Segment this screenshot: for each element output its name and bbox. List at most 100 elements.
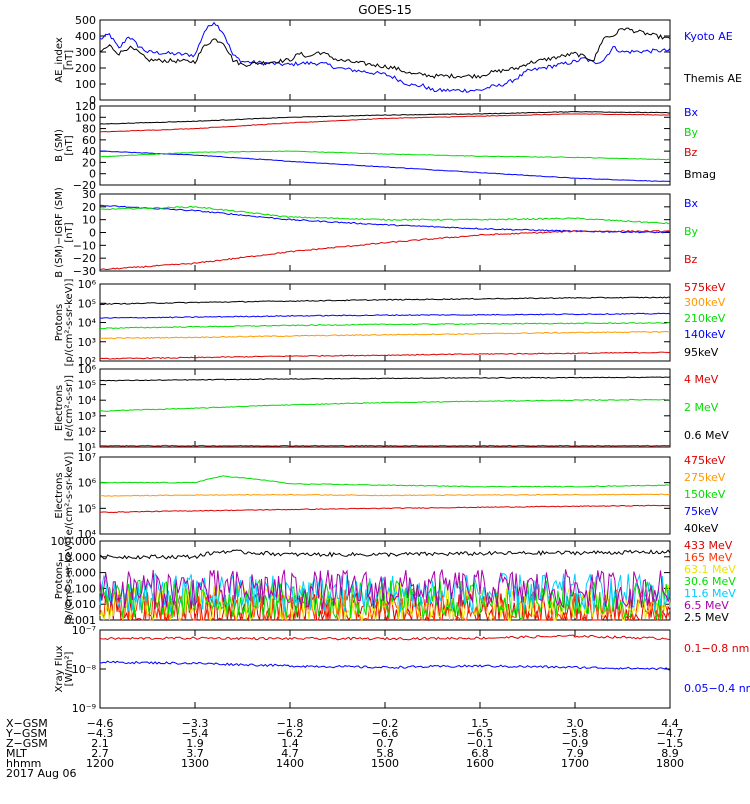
axis-row-label: Y−GSM	[5, 727, 47, 740]
series-line-150kev	[99, 475, 671, 488]
axis-row-label: hhmm	[6, 757, 41, 770]
series-line-165-mev	[99, 589, 671, 622]
y-tick-label: 40	[82, 145, 96, 158]
series-line-themis-ae	[99, 27, 671, 79]
axis-row-value: 1.5	[471, 717, 489, 730]
series-line-bx	[99, 150, 671, 183]
series-line-by	[100, 150, 671, 161]
legend-entry: 2 MeV	[684, 401, 719, 414]
y-tick-label: 300	[75, 46, 96, 59]
y-tick-label: 10³	[78, 336, 96, 349]
axis-row-value: 3.0	[566, 717, 584, 730]
y-axis-label: Protons[p/(cm²-s-sr-keV)]	[54, 537, 75, 625]
series-line-475kev	[99, 504, 671, 514]
y-tick-label: 10⁶	[78, 363, 97, 376]
axis-row-value: 4.7	[281, 747, 299, 760]
series-line-0-1-0-8-nm	[99, 634, 671, 641]
panel-4: 10² 10³ 10⁴ 10⁵ 10⁶Protons[p/(cm²-s-sr-keV)]…	[54, 278, 726, 368]
axis-row-value: 1400	[276, 757, 304, 770]
legend-entry: 4 MeV	[684, 373, 719, 386]
y-tick-label: 10⁵	[78, 379, 96, 392]
axis-row-value: −3.3	[182, 717, 209, 730]
y-tick-label: 30	[82, 188, 96, 201]
y-tick-label: 120	[75, 100, 96, 113]
axis-row-value: 1700	[561, 757, 589, 770]
y-tick-label: −10	[73, 239, 96, 252]
series-line-bmag	[99, 111, 670, 125]
y-axis-label: B (SM)[nT]	[54, 129, 75, 162]
series-line-0-05-0-4-nm	[99, 660, 671, 671]
axis-row-value: 1200	[86, 757, 114, 770]
legend-entry: 0.05−0.4 nm	[684, 682, 750, 695]
series-line-bz	[100, 113, 671, 133]
legend-entry: 11.6 MeV	[684, 587, 736, 600]
panel-frame	[99, 368, 671, 448]
axis-row-mlt: MLT 2.7 3.7 4.7 5.8 6.8 7.9 8.9	[6, 747, 679, 760]
legend-entry: Bmag	[684, 168, 716, 181]
axis-row-value: −4.3	[87, 727, 114, 740]
series-line-95kev	[99, 296, 671, 306]
legend-entry: Bx	[684, 197, 699, 210]
legend-entry: 475keV	[684, 454, 726, 467]
axis-row-value: −1.5	[657, 737, 684, 750]
y-tick-label: 10	[82, 214, 96, 227]
legend-entry: 6.5 MeV	[684, 599, 729, 612]
legend-entry: Themis AE	[683, 72, 742, 85]
legend-entry: 150keV	[684, 488, 726, 501]
panel-frame	[99, 629, 671, 709]
y-tick-label: −20	[73, 179, 96, 192]
y-tick-label: 10⁶	[78, 278, 97, 291]
axis-row-value: −6.5	[467, 727, 494, 740]
legend-entry: By	[684, 126, 699, 139]
y-tick-label: 10.000	[58, 551, 97, 564]
axis-row-y-gsm: Y−GSM −4.3 −5.4 −6.2 −6.6 −6.5 −5.8 −4.7	[5, 727, 683, 740]
axis-row-z-gsm: Z−GSM 2.1 1.9 1.4 0.7 −0.1 −0.9 −1.5	[6, 737, 683, 750]
axis-row-value: −0.2	[372, 717, 399, 730]
panel-5: 10¹ 10² 10³ 10⁴ 10⁵ 10⁶Electrons[e/(cm²-s-sr)…	[54, 363, 729, 454]
panel-frame	[99, 193, 671, 272]
y-axis-label: Electrons[e/(cm²-s-sr)]	[54, 375, 75, 441]
y-tick-label: 80	[82, 123, 96, 136]
legend-entry: 75keV	[684, 505, 719, 518]
axis-row-value: −4.7	[657, 727, 684, 740]
y-axis-label: Xray Flux[W/m²]	[54, 645, 75, 692]
series-line-575kev	[99, 351, 671, 360]
axis-row-value: −6.6	[372, 727, 399, 740]
series-line-by	[100, 205, 671, 225]
series-line-2-5-mev	[99, 549, 671, 560]
y-axis-label: Electrons[e/(cm²-s-sr-keV)]	[54, 452, 75, 540]
y-tick-label: 10⁵	[78, 297, 96, 310]
y-tick-label: 200	[75, 62, 96, 75]
axis-row-value: −5.4	[182, 727, 209, 740]
legend-entry: 30.6 MeV	[684, 575, 736, 588]
y-tick-label: 10⁶	[78, 477, 97, 490]
y-tick-label: 10³	[78, 410, 96, 423]
series-line-bz	[99, 230, 671, 271]
axis-row-value: 6.8	[471, 747, 489, 760]
legend-entry: 40keV	[684, 522, 719, 535]
axis-row-label: MLT	[6, 747, 27, 760]
series-line-6-5-mev	[99, 569, 671, 609]
series-line-275kev	[99, 493, 671, 497]
legend-entry: Bx	[684, 106, 699, 119]
legend-entry: 575keV	[684, 281, 726, 294]
axis-row-value: 0.7	[376, 737, 394, 750]
y-tick-label: 0.100	[65, 582, 97, 595]
axis-row-value: 7.9	[566, 747, 584, 760]
axis-row-value: 1300	[181, 757, 209, 770]
series-line-30-6-mev	[99, 578, 671, 620]
y-tick-label: 500	[75, 14, 96, 27]
legend-entry: 0.1−0.8 nm	[684, 642, 749, 655]
legend-entry: 165 MeV	[684, 551, 733, 564]
y-tick-label: 10⁴	[78, 317, 97, 330]
y-tick-label: 0	[89, 227, 96, 240]
legend-entry: 95keV	[684, 346, 719, 359]
series-line-0-6-mev	[99, 376, 671, 382]
y-tick-label: −30	[73, 265, 96, 278]
legend-entry: Bz	[684, 146, 698, 159]
series-line-kyoto-ae	[99, 21, 671, 93]
